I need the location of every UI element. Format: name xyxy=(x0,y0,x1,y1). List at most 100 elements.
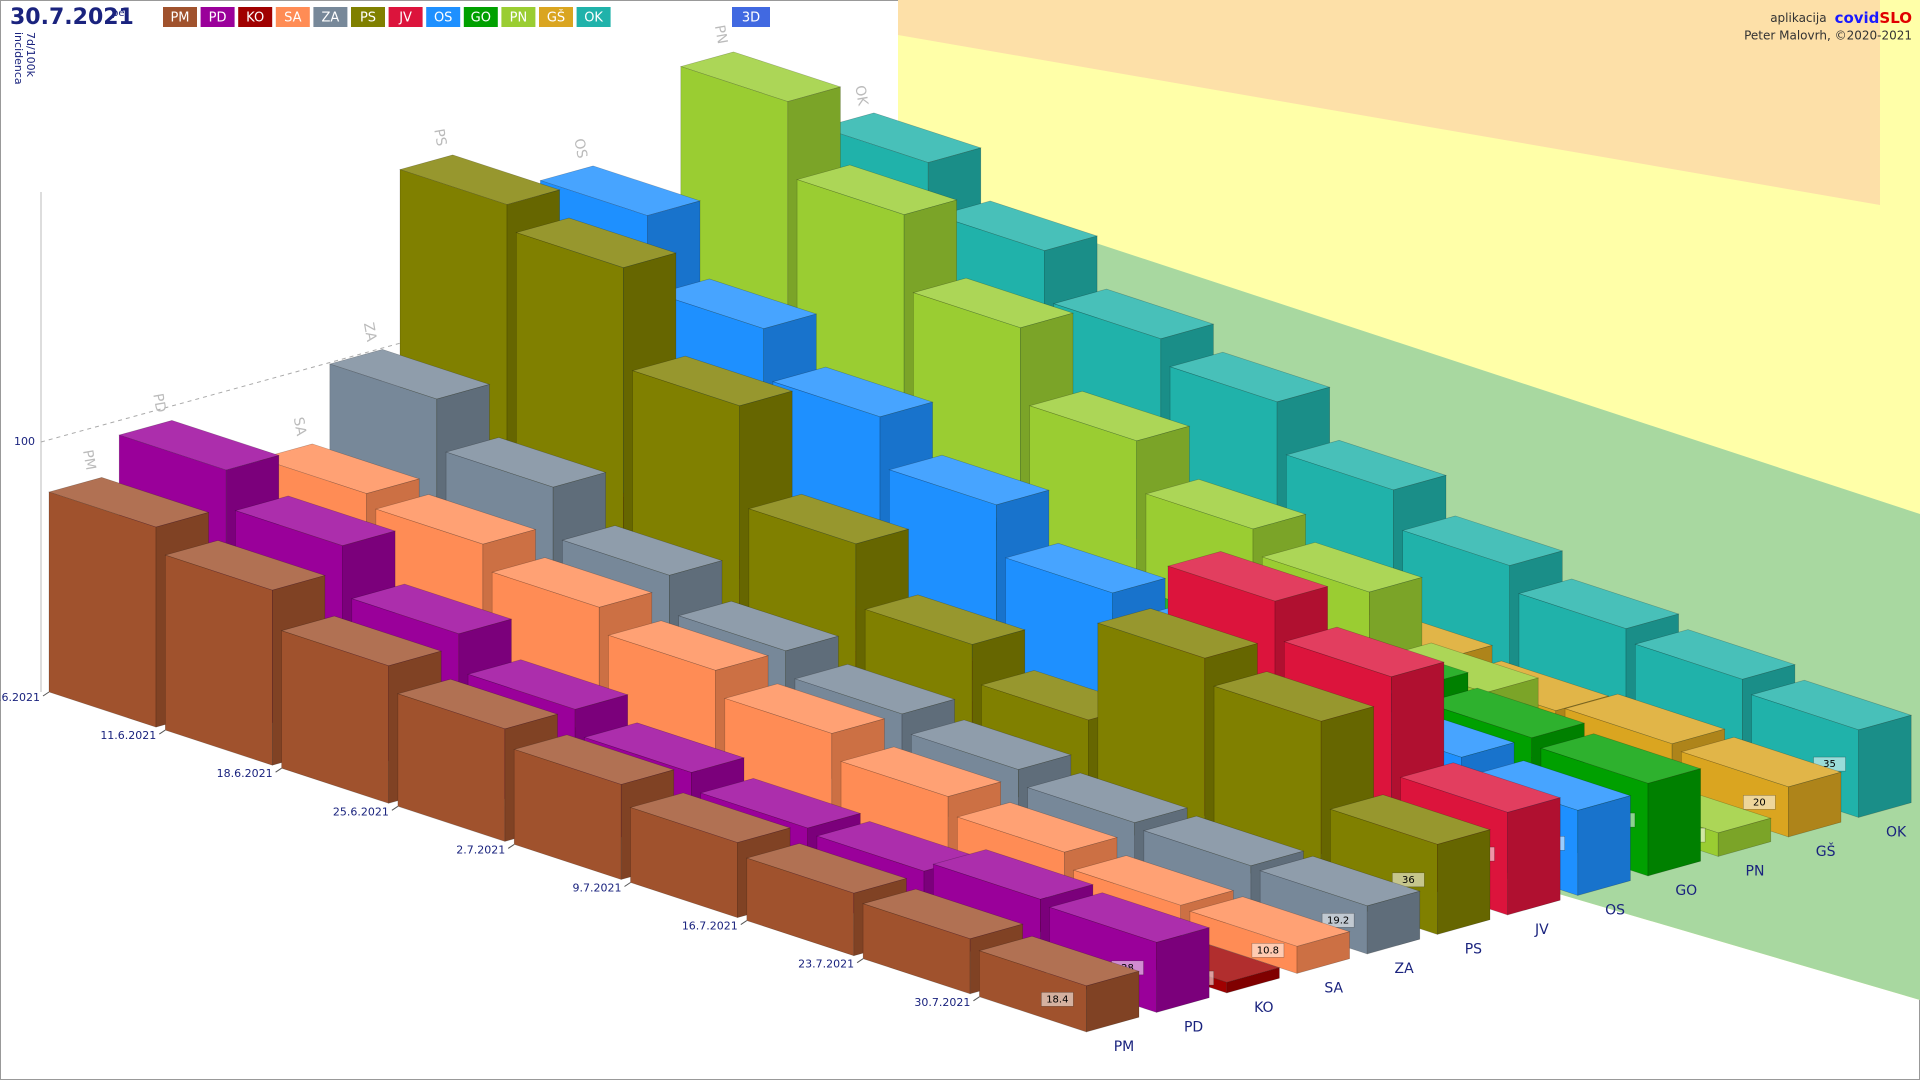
legend-label[interactable]: GO xyxy=(471,11,491,26)
bar-side xyxy=(1717,817,1772,857)
y-axis-label: 7d/100k xyxy=(24,32,37,78)
legend-swatch[interactable] xyxy=(388,7,423,27)
legend-label[interactable]: OS xyxy=(434,11,452,26)
legend-swatch[interactable] xyxy=(200,7,235,27)
y-axis-label: incidenca xyxy=(12,32,25,85)
x-tick xyxy=(275,767,282,773)
bar xyxy=(978,935,1141,1033)
legend-swatch[interactable] xyxy=(313,7,348,27)
x-tick-label: 30.7.2021 xyxy=(914,996,970,1009)
series-label: GŠ xyxy=(1816,842,1836,860)
author: Peter Malovrh, ©2020-2021 xyxy=(1744,29,1912,43)
legend-swatch[interactable] xyxy=(426,7,461,27)
bar-front xyxy=(48,491,157,728)
legend-item[interactable]: OS xyxy=(426,7,461,27)
legend-item[interactable]: PD xyxy=(200,7,235,27)
legend-label[interactable]: ZA xyxy=(321,11,339,26)
bar-side xyxy=(1858,714,1912,818)
series-label: PS xyxy=(1465,942,1482,958)
x-tick-label: 25.6.2021 xyxy=(333,805,389,818)
mode-button-label[interactable]: 3D xyxy=(742,11,760,26)
plot: 100PMPDKOSAZAPSJVOSGOPNGŠOK35209.4373441… xyxy=(0,24,1913,1055)
series-label: ZA xyxy=(1395,961,1415,977)
back-series-label: PM xyxy=(79,449,98,472)
legend-label[interactable]: OK xyxy=(584,11,603,26)
mode-button-bg[interactable] xyxy=(732,7,770,27)
bar-side xyxy=(1577,795,1631,896)
legend-item[interactable]: SA xyxy=(275,7,310,27)
bar-side xyxy=(1086,970,1140,1033)
back-series-label: SA xyxy=(290,416,309,438)
value-label: 18.4 xyxy=(1046,994,1068,1005)
value-label-bg xyxy=(1041,992,1074,1007)
legend-item[interactable]: PM xyxy=(163,7,197,27)
bar-front xyxy=(165,554,273,766)
x-tick xyxy=(856,958,864,964)
app-prefix: aplikacija xyxy=(1770,11,1826,25)
back-series-label: PS xyxy=(430,128,449,148)
x-tick xyxy=(159,729,166,735)
back-series-label: OK xyxy=(851,84,870,107)
legend-label[interactable]: PS xyxy=(360,11,376,26)
legend-swatch[interactable] xyxy=(463,7,498,27)
x-tick xyxy=(973,996,980,1002)
app-credit: aplikacija covidSLO xyxy=(1770,9,1912,27)
x-tick xyxy=(391,805,399,811)
legend-label[interactable]: PN xyxy=(510,11,528,26)
series-label: PD xyxy=(1184,1020,1203,1036)
legend-swatch[interactable] xyxy=(163,7,197,27)
legend-label[interactable]: KO xyxy=(246,11,264,26)
legend-item[interactable]: JV xyxy=(388,7,423,27)
back-series-label: PD xyxy=(149,392,168,414)
bar xyxy=(1188,896,1351,974)
legend-label[interactable]: PD xyxy=(209,11,227,26)
legend-item[interactable]: OK xyxy=(576,7,611,27)
mode-button[interactable]: 3D xyxy=(732,7,770,27)
legend-label[interactable]: PM xyxy=(170,11,189,26)
legend-swatch[interactable] xyxy=(539,7,573,27)
x-tick-label: 4.6.2021 xyxy=(0,691,40,704)
bar-side xyxy=(1156,927,1210,1013)
bar-side xyxy=(1437,829,1491,935)
legend-swatch[interactable] xyxy=(238,7,273,27)
value-label: 35 xyxy=(1823,759,1836,770)
back-series-label: ZA xyxy=(360,321,379,343)
value-label: 19.2 xyxy=(1327,915,1349,926)
value-label-bg xyxy=(1392,872,1425,888)
value-label: 36 xyxy=(1402,875,1415,886)
weekday: pet xyxy=(112,8,129,19)
legend-item[interactable]: GŠ xyxy=(539,7,573,27)
bar-side xyxy=(1366,890,1421,955)
date-title: 30.7.2021 xyxy=(10,5,134,30)
back-wall-peach xyxy=(898,0,1880,205)
legend-swatch[interactable] xyxy=(275,7,310,27)
legend-item[interactable]: ZA xyxy=(313,7,348,27)
value-label-bg xyxy=(1251,943,1285,958)
legend-label[interactable]: JV xyxy=(398,11,412,26)
legend-swatch[interactable] xyxy=(351,7,385,27)
x-tick xyxy=(507,843,515,849)
bar-side xyxy=(1647,768,1701,877)
x-tick-label: 18.6.2021 xyxy=(217,767,273,780)
series-label: PN xyxy=(1746,864,1765,880)
legend-item[interactable]: PS xyxy=(351,7,385,27)
back-series-label: OS xyxy=(570,137,589,159)
legend-item[interactable]: GO xyxy=(463,7,498,27)
legend-item[interactable]: PN xyxy=(501,7,536,27)
series-label: GO xyxy=(1675,883,1697,899)
x-tick xyxy=(42,691,50,697)
legend-item[interactable]: KO xyxy=(238,7,273,27)
legend-label[interactable]: SA xyxy=(284,11,301,26)
legend-swatch[interactable] xyxy=(576,7,611,27)
legend-label[interactable]: GŠ xyxy=(547,10,565,26)
app-name: covid xyxy=(1835,9,1880,27)
y-tick-label: 100 xyxy=(14,435,35,448)
x-tick xyxy=(740,920,748,926)
legend-swatch[interactable] xyxy=(501,7,536,27)
x-tick-label: 16.7.2021 xyxy=(682,920,738,933)
bar-side xyxy=(1226,967,1280,994)
series-label: OK xyxy=(1886,825,1907,841)
x-tick xyxy=(624,882,631,887)
app-name: SLO xyxy=(1879,9,1912,27)
